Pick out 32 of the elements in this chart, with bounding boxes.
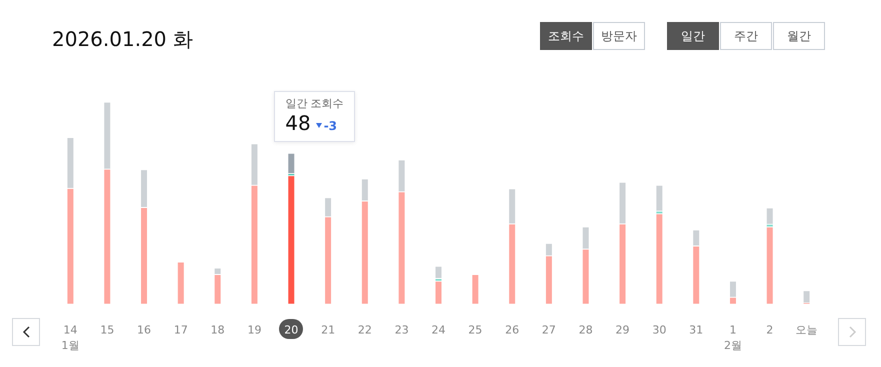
- x-tick-label: 오늘: [796, 323, 818, 336]
- text: 방문자: [593, 22, 645, 50]
- x-tick-label: 26: [505, 323, 520, 336]
- text: 주간: [720, 22, 772, 50]
- text: 월간: [773, 22, 825, 50]
- x-tick-label: 22: [358, 323, 372, 336]
- x-tick-label: 28: [578, 323, 593, 336]
- x-tick-label: 25: [468, 323, 482, 336]
- x-tick-label: 29: [616, 323, 630, 336]
- x-tick-label: 15: [100, 323, 114, 336]
- x-tick-label: 27: [542, 323, 556, 336]
- x-tick-label: 24: [432, 323, 446, 336]
- x-tick-label: 16: [137, 323, 152, 336]
- x-tick-label: 14: [63, 323, 78, 336]
- x-tick-label: 20: [284, 323, 298, 336]
- annotation: 일간 조회수: [285, 96, 344, 111]
- x-tick-label: 30: [652, 323, 666, 336]
- x-tick-label: 2: [766, 323, 774, 336]
- text: 조회수: [540, 22, 592, 50]
- x-tick-label: 23: [394, 323, 409, 336]
- chart-title: 2026.01.20 화: [52, 26, 193, 53]
- x-tick-label: 17: [174, 323, 188, 336]
- x-tick-label: 19: [247, 323, 262, 336]
- annotation: -3: [324, 119, 338, 133]
- x-tick-label: 18: [210, 323, 225, 336]
- text: 1월: [61, 338, 80, 353]
- x-tick-label: 21: [321, 323, 336, 336]
- x-tick-label: 31: [689, 323, 704, 336]
- text: 2월: [724, 338, 742, 353]
- text: 일간: [667, 22, 719, 50]
- annotation: 48: [285, 111, 311, 135]
- x-tick-label: 1: [729, 323, 736, 336]
